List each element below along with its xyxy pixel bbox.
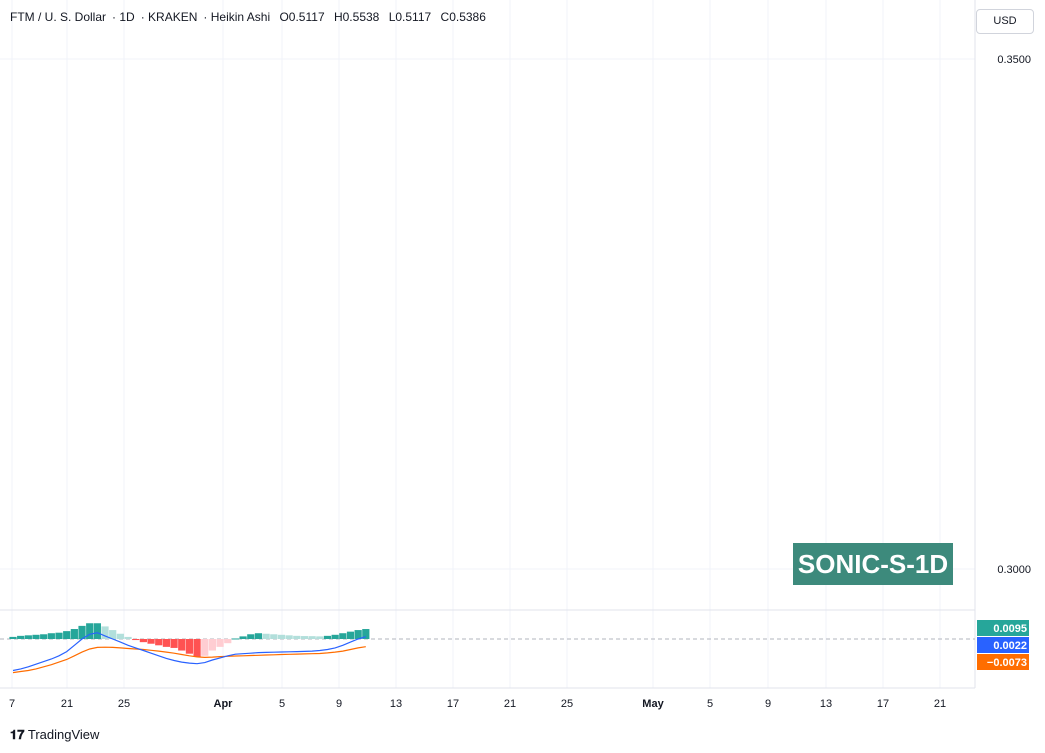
- tradingview-mark-icon: 𝟏𝟕: [10, 727, 25, 742]
- macd-histogram-bar: [101, 626, 109, 639]
- macd-histogram-bar: [155, 639, 163, 646]
- time-tick-label: 7: [9, 698, 15, 710]
- time-tick-label: 13: [820, 698, 832, 710]
- macd-histogram-value-badge-text: 0.0095: [993, 623, 1027, 635]
- macd-histogram-bar: [224, 639, 232, 644]
- macd-histogram-bar: [354, 630, 362, 639]
- macd-histogram-bar: [277, 634, 286, 639]
- macd-histogram-bar: [70, 629, 78, 639]
- currency-button[interactable]: USD: [976, 9, 1034, 34]
- macd-histogram-bar: [247, 634, 255, 639]
- macd-histogram-bar: [32, 634, 40, 639]
- grid: [0, 0, 976, 689]
- macd-histogram-bar: [40, 634, 48, 639]
- macd-histogram-bar: [17, 635, 25, 639]
- price-tick-label: 0.3000: [997, 564, 1031, 576]
- macd-histogram-bar: [116, 633, 124, 639]
- macd-histogram-bar: [9, 636, 17, 639]
- signal-line-value-badge-bg: [977, 654, 1029, 670]
- macd-histogram-bar: [216, 639, 224, 647]
- macd-histogram-bar: [262, 633, 270, 639]
- price-axis[interactable]: 0.30000.35000.40000.45000.50000.55000.60…: [977, 0, 1035, 576]
- macd-histogram-bar: [147, 639, 155, 644]
- macd-histogram-bar: [93, 623, 101, 639]
- signal-line: [12, 646, 366, 674]
- macd-histogram-bar: [308, 636, 316, 639]
- signal-line-value-badge-text: −0.0073: [987, 657, 1027, 669]
- macd-histogram-bar: [254, 633, 263, 639]
- chart-style: Heikin Ashi: [210, 10, 271, 24]
- time-axis[interactable]: 7 21 25 Apr 5 9 13 17 21 25 May 5 9 13 17 21: [9, 698, 946, 710]
- macd-histogram-bar: [339, 633, 347, 639]
- macd-histogram-bar: [24, 635, 32, 639]
- time-tick-label: 17: [447, 698, 459, 710]
- macd-histogram-bar: [201, 639, 209, 656]
- macd-histogram-bar: [78, 625, 86, 639]
- macd-pane: 0.0095 0.0022 −0.0073: [0, 620, 1029, 674]
- macd-histogram-value-badge-bg: [977, 620, 1029, 636]
- macd-histogram-bar: [331, 634, 339, 639]
- ohlc-high: H0.5538: [333, 10, 380, 24]
- exchange: KRAKEN: [148, 10, 198, 24]
- macd-histogram-bar: [323, 635, 332, 639]
- macd-histogram-bar: [86, 623, 94, 639]
- time-tick-label: 25: [561, 698, 573, 710]
- macd-histogram-bar: [162, 639, 170, 647]
- macd-histogram-bar: [178, 639, 186, 651]
- macd-histogram-bar: [270, 634, 278, 639]
- macd-histogram-bar: [285, 635, 293, 639]
- interval: 1D: [119, 10, 135, 24]
- brand-name: TradingView: [27, 727, 100, 742]
- time-tick-label: 13: [390, 698, 402, 710]
- symbol-header: FTM / U. S. Dollar · 1D · KRAKEN · Heikin A…: [10, 10, 486, 24]
- macd-histogram-bar: [132, 639, 140, 641]
- time-tick-label: May: [642, 698, 664, 710]
- tradingview-logo[interactable]: 𝟏𝟕 TradingView: [10, 727, 99, 743]
- macd-histogram-bar: [231, 638, 240, 640]
- macd-histogram-bar: [300, 636, 309, 639]
- macd-histogram-bar: [346, 631, 355, 639]
- macd-histogram-bar: [170, 639, 178, 648]
- macd-histogram-bar: [124, 636, 132, 639]
- time-tick-label: 21: [61, 698, 73, 710]
- macd-histogram-bar: [316, 636, 324, 639]
- ticker-badge: SONIC-S-1D: [793, 543, 953, 585]
- macd-histogram-bar: [139, 639, 147, 643]
- macd-histogram-bar: [193, 639, 201, 657]
- macd-histogram-bar: [185, 639, 194, 654]
- macd-line: [12, 632, 366, 672]
- time-tick-label: 5: [707, 698, 713, 710]
- time-tick-label: 9: [765, 698, 771, 710]
- macd-histogram-bar: [109, 630, 117, 639]
- ohlc-low: L0.5117: [388, 10, 432, 24]
- macd-line-value-badge-text: 0.0022: [993, 640, 1027, 652]
- macd-histogram-bar: [239, 636, 247, 639]
- macd-histogram-bar: [293, 635, 301, 639]
- macd-line-value-badge-bg: [977, 637, 1029, 653]
- symbol-name: FTM / U. S. Dollar: [10, 10, 107, 24]
- ohlc-open: O0.5117: [279, 10, 325, 24]
- time-tick-label: 21: [504, 698, 516, 710]
- time-tick-label: 25: [118, 698, 130, 710]
- price-tick-label: 0.3500: [997, 54, 1031, 66]
- macd-histogram-bar: [55, 632, 63, 639]
- time-tick-label: 9: [336, 698, 342, 710]
- macd-histogram-bar: [208, 639, 217, 651]
- macd-histogram-bar: [47, 633, 55, 639]
- ohlc-close: C0.5386: [440, 10, 486, 24]
- time-tick-label: 21: [934, 698, 946, 710]
- time-tick-label: 5: [279, 698, 285, 710]
- time-tick-label: 17: [877, 698, 889, 710]
- macd-histogram-bar: [63, 631, 71, 639]
- time-tick-label: Apr: [214, 698, 234, 710]
- macd-histogram-bar: [362, 629, 370, 639]
